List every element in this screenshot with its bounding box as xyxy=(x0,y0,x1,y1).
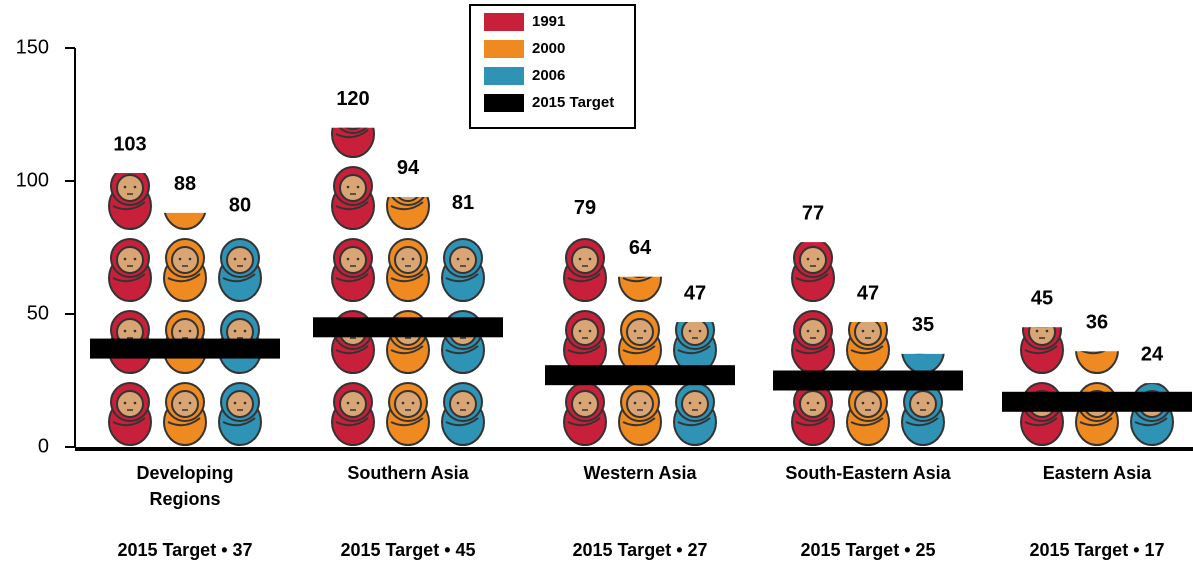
baby-icon xyxy=(332,239,374,301)
target-label: 2015 Target • 27 xyxy=(530,540,750,561)
baby-icon xyxy=(1021,311,1063,373)
legend-swatch xyxy=(484,67,524,85)
baby-icon xyxy=(219,383,261,445)
baby-icon xyxy=(902,383,944,445)
value-label: 47 xyxy=(684,282,706,304)
baby-icon xyxy=(792,239,834,301)
bar xyxy=(1021,311,1063,445)
target-bar xyxy=(313,317,503,337)
legend-label: 2015 Target xyxy=(532,94,614,111)
target-bar xyxy=(773,371,963,391)
category-label: Developing Regions xyxy=(100,460,270,512)
category-label: South-Eastern Asia xyxy=(783,460,953,486)
baby-icon xyxy=(564,383,606,445)
target-bar xyxy=(545,365,735,385)
baby-icon xyxy=(332,383,374,445)
baby-icon xyxy=(847,383,889,445)
baby-icon xyxy=(164,383,206,445)
baby-icon xyxy=(792,383,834,445)
legend-swatch xyxy=(484,94,524,112)
value-label: 80 xyxy=(229,194,251,216)
value-label: 64 xyxy=(629,237,652,259)
baby-icon xyxy=(442,383,484,445)
category-label: Eastern Asia xyxy=(1012,460,1182,486)
value-label: 79 xyxy=(574,197,596,219)
bar xyxy=(387,167,429,445)
value-label: 47 xyxy=(857,282,879,304)
baby-icon xyxy=(387,239,429,301)
value-label: 35 xyxy=(912,314,934,336)
target-label: 2015 Target • 25 xyxy=(758,540,978,561)
baby-icon xyxy=(109,383,151,445)
bar xyxy=(109,167,151,445)
baby-icon xyxy=(564,311,606,373)
value-label: 45 xyxy=(1031,288,1053,310)
baby-icon xyxy=(109,167,151,229)
value-label: 81 xyxy=(452,192,474,214)
baby-icon xyxy=(564,239,606,301)
baby-icon xyxy=(387,383,429,445)
bar xyxy=(442,239,484,445)
target-bar xyxy=(1002,392,1192,412)
baby-icon xyxy=(674,383,716,445)
baby-icon xyxy=(442,239,484,301)
value-label: 120 xyxy=(336,88,369,110)
bar xyxy=(619,239,661,445)
bar xyxy=(332,95,374,445)
target-label: 2015 Target • 37 xyxy=(75,540,295,561)
legend-label: 2000 xyxy=(532,40,565,57)
value-label: 94 xyxy=(397,157,420,179)
y-tick-label: 50 xyxy=(27,302,49,324)
legend-label: 1991 xyxy=(532,13,565,30)
baby-icon xyxy=(109,239,151,301)
baby-icon xyxy=(219,239,261,301)
legend-label: 2006 xyxy=(532,67,565,84)
target-label: 2015 Target • 45 xyxy=(298,540,518,561)
category-label: Western Asia xyxy=(555,460,725,486)
y-tick-label: 150 xyxy=(16,36,49,58)
bar xyxy=(564,239,606,445)
baby-icon xyxy=(332,167,374,229)
bar xyxy=(792,239,834,445)
baby-icon xyxy=(847,311,889,373)
value-label: 88 xyxy=(174,173,196,195)
y-tick-label: 100 xyxy=(16,169,49,191)
baby-icon xyxy=(792,311,834,373)
target-bar xyxy=(90,339,280,359)
y-tick-label: 0 xyxy=(38,435,49,457)
legend-swatch xyxy=(484,40,524,58)
value-label: 24 xyxy=(1141,343,1164,365)
chart: 0 50 100 150 103 88 80 120 94 81 79 64 47 77 47 35 45 36 2… xyxy=(0,0,1193,567)
category-label: Southern Asia xyxy=(323,460,493,486)
baby-icon xyxy=(619,311,661,373)
target-label: 2015 Target • 17 xyxy=(987,540,1193,561)
value-label: 77 xyxy=(802,202,824,224)
baby-icon xyxy=(164,239,206,301)
value-label: 103 xyxy=(113,133,146,155)
baby-icon xyxy=(619,383,661,445)
value-label: 36 xyxy=(1086,312,1108,334)
baby-icon xyxy=(674,311,716,373)
legend-swatch xyxy=(484,13,524,31)
bar xyxy=(164,167,206,445)
